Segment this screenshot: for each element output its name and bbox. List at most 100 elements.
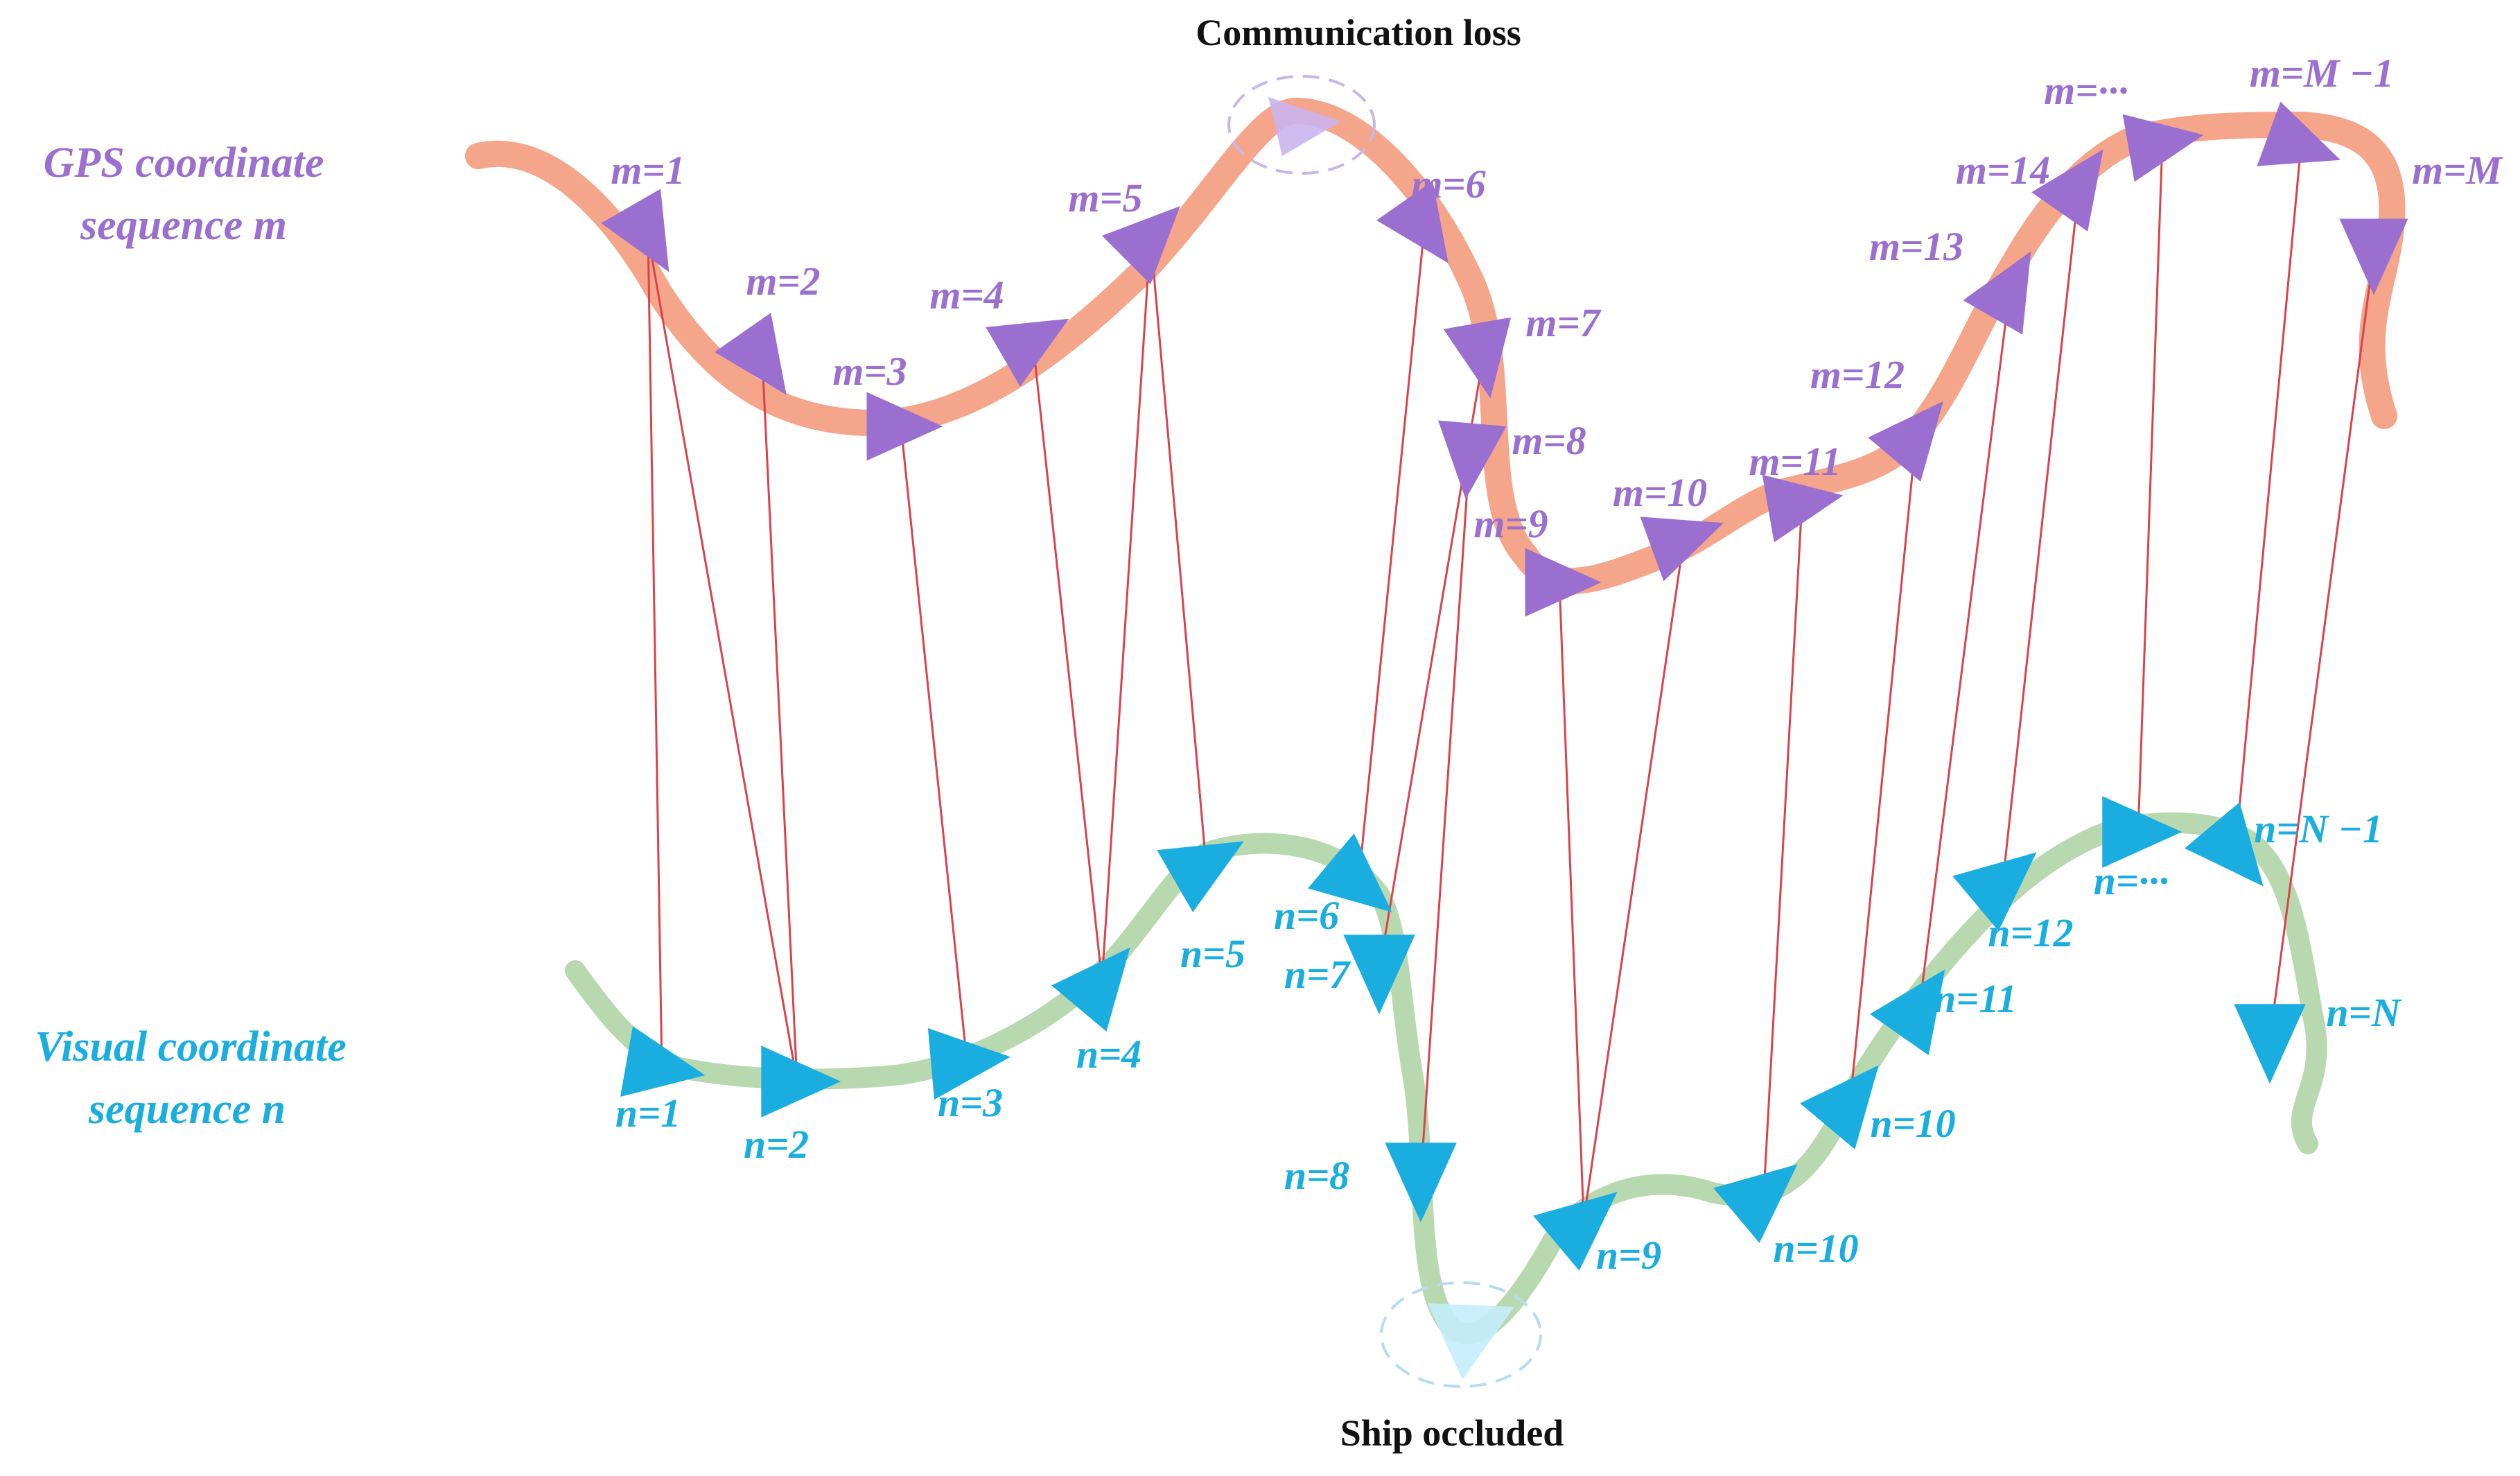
lost-gps-arrow-icon: [1268, 97, 1341, 156]
gps-point-label: m=13: [1869, 224, 1963, 269]
visual-arrow-icon: [2102, 796, 2182, 868]
visual-point-label: n=9: [1596, 1233, 1661, 1278]
correspondence-link: [647, 235, 798, 1082]
visual-arrow-icon: [1533, 1192, 1618, 1271]
gps-point-label: m=6: [1411, 162, 1485, 207]
visual-point-label: n=4: [1076, 1032, 1141, 1077]
gps-arrow-icon: [1640, 516, 1724, 582]
visual-arrow-markers: [620, 796, 2306, 1271]
gps-point-labels: m=1 m=2 m=3 m=4 m=5 m=6 m=7 m=8 m=9 m=10 m=11 m=12 m…: [611, 51, 2503, 546]
correspondence-link: [900, 426, 968, 1061]
gps-point-label: m=···: [2044, 68, 2128, 113]
visual-arrow-icon: [2234, 1004, 2306, 1084]
ship-occluded-highlight: [1380, 1281, 1542, 1388]
visual-arrow-icon: [1952, 852, 2037, 931]
correspondence-link: [647, 235, 663, 1068]
gps-arrow-icon: [1438, 420, 1507, 500]
visual-sequence-title-line1: Visual coordinate: [35, 1023, 347, 1070]
visual-point-label: n=11: [1934, 976, 2017, 1021]
gps-point-label: m=10: [1613, 470, 1707, 515]
visual-point-label: n=8: [1284, 1153, 1349, 1198]
gps-arrow-icon: [2257, 101, 2340, 166]
gps-arrow-icon: [1443, 317, 1512, 399]
visual-point-label: n=···: [2094, 858, 2169, 903]
visual-arrow-icon: [1800, 1065, 1879, 1149]
gps-point-label: m=4: [929, 272, 1004, 318]
correspondence-link: [1031, 339, 1103, 982]
correspondence-link: [2234, 145, 2302, 853]
visual-arrow-icon: [1157, 841, 1244, 912]
visual-point-label: n=2: [744, 1122, 809, 1167]
correspondence-link: [1918, 287, 2011, 1006]
gps-point-label: m=7: [1525, 300, 1601, 345]
correspondence-link: [1849, 433, 1918, 1100]
gps-arrow-icon: [1376, 181, 1449, 263]
visual-sequence-title-line2: sequence n: [88, 1086, 286, 1133]
correspondence-link: [1762, 502, 1803, 1193]
gps-point-label: m=1: [611, 148, 685, 193]
gps-arrow-icon: [1525, 548, 1602, 617]
visual-arrow-icon: [1385, 1143, 1457, 1223]
communication-loss-label: Communication loss: [1196, 12, 1521, 53]
occluded-visual-arrow-icon: [1428, 1303, 1514, 1380]
visual-arrow-icon: [1869, 969, 1945, 1056]
gps-arrow-icon: [986, 318, 1069, 387]
gps-point-label: m=3: [832, 349, 907, 394]
visual-arrow-icon: [927, 1028, 1010, 1100]
gps-point-label: m=5: [1068, 175, 1142, 220]
gps-arrow-icon: [1102, 206, 1180, 284]
correspondence-link: [1149, 235, 1207, 864]
correspondence-link: [1582, 537, 1686, 1221]
correspondence-link: [2268, 252, 2375, 1041]
gps-point-label: m=8: [1512, 418, 1586, 463]
gps-arrow-icon: [2339, 218, 2408, 295]
visual-point-label: n=1: [615, 1091, 681, 1136]
visual-point-label: n=N −1: [2254, 806, 2383, 851]
correspondence-link: [2137, 141, 2164, 833]
gps-arrow-icon: [866, 392, 943, 461]
gps-arrow-icon: [601, 189, 670, 272]
gps-arrow-icon: [1762, 474, 1844, 543]
visual-arrow-icon: [1308, 833, 1392, 912]
correspondence-link: [1357, 228, 1426, 885]
communication-loss-highlight: [1227, 75, 1376, 175]
visual-arrow-icon: [620, 1026, 706, 1097]
gps-arrow-icon: [1868, 401, 1943, 482]
correspondence-links: [647, 141, 2375, 1221]
gps-point-label: m=14: [1956, 148, 2050, 193]
gps-arrow-icon: [2122, 114, 2204, 182]
visual-arrow-icon: [1713, 1164, 1798, 1243]
gps-point-label: m=12: [1810, 352, 1905, 397]
visual-point-label: n=12: [1988, 910, 2073, 955]
gps-arrow-icon: [2031, 149, 2103, 232]
gps-point-label: m=M: [2412, 148, 2503, 193]
gps-point-label: m=2: [746, 259, 820, 304]
visual-arrow-icon: [1051, 947, 1130, 1032]
gps-point-label: m=11: [1749, 439, 1841, 484]
visual-arrow-icon: [2185, 802, 2264, 887]
visual-point-label: n=7: [1284, 952, 1351, 997]
correspondence-link: [761, 360, 798, 1082]
visual-arrow-icon: [761, 1045, 841, 1118]
visual-point-label: n=6: [1274, 893, 1339, 938]
correspondence-link: [2002, 183, 2081, 881]
visual-trajectory-curve: [565, 812, 2327, 1344]
gps-point-label: m=M −1: [2250, 51, 2394, 96]
correspondence-link: [1558, 582, 1585, 1221]
correspondence-link: [1101, 235, 1152, 982]
gps-arrow-icon: [715, 313, 787, 395]
gps-sequence-title-line1: GPS coordinate: [44, 139, 324, 186]
gps-sequence-title-line2: sequence m: [80, 202, 287, 249]
visual-point-label: n=10: [1870, 1101, 1955, 1146]
ship-occluded-label: Ship occluded: [1340, 1412, 1564, 1454]
correspondence-link: [1419, 457, 1471, 1179]
visual-point-labels: n=1 n=2 n=3 n=4 n=5 n=6 n=7 n=8 n=9 n=10 n=10 n=11 n…: [615, 806, 2402, 1278]
gps-arrow-markers: [601, 101, 2408, 617]
visual-point-label: n=N: [2326, 990, 2401, 1035]
gps-point-label: m=9: [1473, 501, 1548, 546]
visual-point-label: n=5: [1180, 931, 1245, 976]
visual-arrow-icon: [1343, 935, 1415, 1015]
visual-point-label: n=3: [938, 1080, 1003, 1125]
visual-point-label: n=10: [1773, 1226, 1858, 1271]
